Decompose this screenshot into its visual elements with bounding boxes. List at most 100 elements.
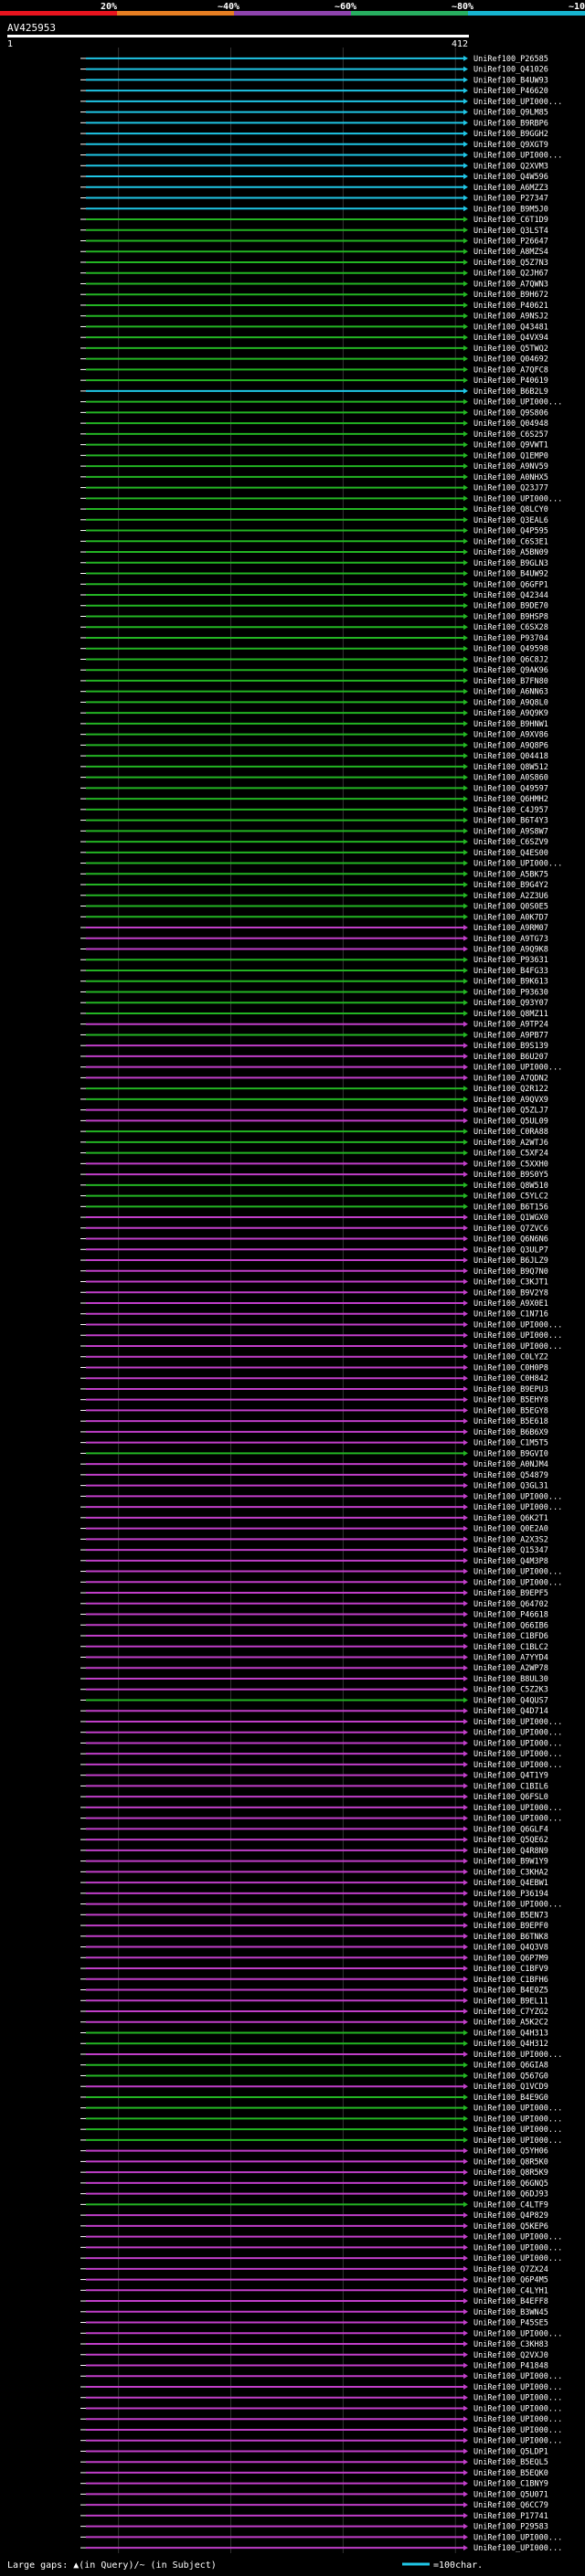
hit-row[interactable]: UniRef100_Q6N6N6 bbox=[80, 1235, 548, 1245]
hit-label[interactable]: UniRef100_Q6GIA8 bbox=[473, 2062, 548, 2071]
hit-label[interactable]: UniRef100_B5EN73 bbox=[473, 1911, 548, 1920]
hit-row[interactable]: UniRef100_UPI000... bbox=[80, 2254, 562, 2263]
hit-row[interactable]: UniRef100_UPI000... bbox=[80, 1815, 562, 1824]
hit-label[interactable]: UniRef100_Q3GL31 bbox=[473, 1482, 548, 1491]
hit-row[interactable]: UniRef100_Q4R8N9 bbox=[80, 1847, 548, 1856]
hit-row[interactable]: UniRef100_P29583 bbox=[80, 2523, 548, 2532]
hit-label[interactable]: UniRef100_A0S860 bbox=[473, 774, 548, 783]
hit-label[interactable]: UniRef100_Q4D714 bbox=[473, 1707, 548, 1716]
hit-label[interactable]: UniRef100_UPI000... bbox=[473, 1492, 562, 1501]
hit-label[interactable]: UniRef100_B5EGY8 bbox=[473, 1406, 548, 1415]
hit-row[interactable]: UniRef100_A9Q8P6 bbox=[80, 741, 548, 750]
hit-row[interactable]: UniRef100_Q567G0 bbox=[80, 2072, 548, 2081]
hit-label[interactable]: UniRef100_Q6CC79 bbox=[473, 2501, 548, 2510]
hit-row[interactable]: UniRef100_UPI000... bbox=[80, 2125, 562, 2135]
hit-label[interactable]: UniRef100_C4LYH1 bbox=[473, 2286, 548, 2295]
hit-row[interactable]: UniRef100_Q3LST4 bbox=[80, 227, 548, 236]
hit-row[interactable]: UniRef100_UPI000... bbox=[80, 1331, 562, 1341]
hit-label[interactable]: UniRef100_A0NHX5 bbox=[473, 473, 548, 482]
hit-row[interactable]: UniRef100_Q4ES00 bbox=[80, 849, 548, 858]
hit-row[interactable]: UniRef100_C1BFH6 bbox=[80, 1976, 548, 1985]
hit-row[interactable]: UniRef100_P26647 bbox=[80, 237, 548, 246]
hit-label[interactable]: UniRef100_P93704 bbox=[473, 634, 548, 643]
hit-row[interactable]: UniRef100_UPI000... bbox=[80, 2415, 562, 2424]
hit-row[interactable]: UniRef100_A9Q8L0 bbox=[80, 698, 548, 707]
hit-row[interactable]: UniRef100_A9X0E1 bbox=[80, 1299, 548, 1309]
hit-label[interactable]: UniRef100_A2X3S2 bbox=[473, 1535, 548, 1544]
hit-row[interactable]: UniRef100_C7YZG2 bbox=[80, 2008, 548, 2017]
hit-label[interactable]: UniRef100_Q6DJ93 bbox=[473, 2190, 548, 2200]
hit-label[interactable]: UniRef100_P26647 bbox=[473, 237, 548, 246]
hit-row[interactable]: UniRef100_Q5UL09 bbox=[80, 1117, 548, 1126]
hit-row[interactable]: UniRef100_Q1VCD9 bbox=[80, 2083, 548, 2092]
hit-row[interactable]: UniRef100_Q4H313 bbox=[80, 2029, 548, 2038]
hit-row[interactable]: UniRef100_A5K2C2 bbox=[80, 2019, 548, 2028]
hit-row[interactable]: UniRef100_Q93Y07 bbox=[80, 999, 548, 1008]
hit-label[interactable]: UniRef100_A9Q8P6 bbox=[473, 741, 548, 750]
hit-label[interactable]: UniRef100_B5E618 bbox=[473, 1417, 548, 1426]
hit-row[interactable]: UniRef100_A7QWN3 bbox=[80, 280, 548, 289]
hit-row[interactable]: UniRef100_A2WP78 bbox=[80, 1664, 548, 1673]
hit-row[interactable]: UniRef100_P40621 bbox=[80, 302, 548, 311]
hit-row[interactable]: UniRef100_UPI000... bbox=[80, 1804, 562, 1813]
hit-row[interactable]: UniRef100_Q43481 bbox=[80, 323, 548, 332]
hit-row[interactable]: UniRef100_UPI000... bbox=[80, 860, 562, 869]
hit-row[interactable]: UniRef100_UPI000... bbox=[80, 1342, 562, 1352]
hit-label[interactable]: UniRef100_Q5TWQ2 bbox=[473, 345, 548, 354]
hit-label[interactable]: UniRef100_C1BNY9 bbox=[473, 2480, 548, 2489]
hit-row[interactable]: UniRef100_UPI000... bbox=[80, 1739, 562, 1748]
hit-label[interactable]: UniRef100_UPI000... bbox=[473, 398, 562, 408]
hit-label[interactable]: UniRef100_Q8MZ11 bbox=[473, 1010, 548, 1019]
hit-label[interactable]: UniRef100_B9S0Y5 bbox=[473, 1171, 548, 1180]
hit-row[interactable]: UniRef100_Q5TWQ2 bbox=[80, 345, 548, 354]
hit-label[interactable]: UniRef100_Q567G0 bbox=[473, 2072, 548, 2081]
hit-label[interactable]: UniRef100_UPI000... bbox=[473, 1503, 562, 1512]
hit-label[interactable]: UniRef100_A9Q9K8 bbox=[473, 945, 548, 954]
hit-label[interactable]: UniRef100_C3KH83 bbox=[473, 2340, 548, 2349]
hit-label[interactable]: UniRef100_Q4H312 bbox=[473, 2040, 548, 2049]
hit-row[interactable]: UniRef100_A5BN09 bbox=[80, 548, 548, 557]
hit-label[interactable]: UniRef100_B6TNK8 bbox=[473, 1933, 548, 1942]
hit-label[interactable]: UniRef100_B4E9G0 bbox=[473, 2094, 548, 2103]
hit-label[interactable]: UniRef100_B5EQK0 bbox=[473, 2469, 548, 2478]
hit-row[interactable]: UniRef100_A9NV59 bbox=[80, 462, 548, 472]
hit-row[interactable]: UniRef100_Q6CC79 bbox=[80, 2501, 548, 2510]
hit-row[interactable]: UniRef100_UPI000... bbox=[80, 2329, 562, 2338]
hit-row[interactable]: UniRef100_Q49598 bbox=[80, 645, 548, 654]
hit-label[interactable]: UniRef100_Q66IB6 bbox=[473, 1621, 548, 1630]
hit-label[interactable]: UniRef100_UPI000... bbox=[473, 1342, 562, 1352]
hit-row[interactable]: UniRef100_A9S8W7 bbox=[80, 827, 548, 836]
hit-label[interactable]: UniRef100_C5Z2K3 bbox=[473, 1686, 548, 1695]
hit-label[interactable]: UniRef100_A5BN09 bbox=[473, 548, 548, 557]
hit-row[interactable]: UniRef100_UPI000... bbox=[80, 1064, 562, 1073]
hit-label[interactable]: UniRef100_Q4T1Y9 bbox=[473, 1772, 548, 1781]
hit-label[interactable]: UniRef100_B6B6X9 bbox=[473, 1428, 548, 1437]
hit-label[interactable]: UniRef100_Q15347 bbox=[473, 1546, 548, 1555]
hit-row[interactable]: UniRef100_A0K7D7 bbox=[80, 913, 548, 922]
hit-label[interactable]: UniRef100_A6NN63 bbox=[473, 688, 548, 697]
hit-label[interactable]: UniRef100_Q6GFP1 bbox=[473, 580, 548, 589]
hit-row[interactable]: UniRef100_B5EHY8 bbox=[80, 1396, 548, 1405]
hit-label[interactable]: UniRef100_UPI000... bbox=[473, 1331, 562, 1341]
hit-row[interactable]: UniRef100_Q6GLF4 bbox=[80, 1825, 548, 1834]
hit-label[interactable]: UniRef100_A9XV86 bbox=[473, 731, 548, 740]
hit-label[interactable]: UniRef100_Q8W510 bbox=[473, 1182, 548, 1191]
hit-label[interactable]: UniRef100_A5K2C2 bbox=[473, 2019, 548, 2028]
hit-label[interactable]: UniRef100_Q8W512 bbox=[473, 763, 548, 772]
hit-label[interactable]: UniRef100_Q1EMP0 bbox=[473, 451, 548, 461]
hit-row[interactable]: UniRef100_Q9AK96 bbox=[80, 666, 548, 675]
hit-label[interactable]: UniRef100_B4FG33 bbox=[473, 967, 548, 976]
hit-label[interactable]: UniRef100_UPI000... bbox=[473, 2125, 562, 2135]
hit-row[interactable]: UniRef100_B6B6X9 bbox=[80, 1428, 548, 1437]
hit-row[interactable]: UniRef100_B9Q7N0 bbox=[80, 1267, 548, 1277]
hit-row[interactable]: UniRef100_C3KJT1 bbox=[80, 1278, 548, 1288]
hit-row[interactable]: UniRef100_A0NHX5 bbox=[80, 473, 548, 482]
hit-label[interactable]: UniRef100_UPI000... bbox=[473, 2544, 562, 2553]
hit-row[interactable]: UniRef100_C1BFV9 bbox=[80, 1965, 548, 1974]
hit-label[interactable]: UniRef100_P27347 bbox=[473, 195, 548, 204]
hit-label[interactable]: UniRef100_Q4P595 bbox=[473, 527, 548, 536]
hit-row[interactable]: UniRef100_B9GVI0 bbox=[80, 1449, 548, 1458]
hit-row[interactable]: UniRef100_Q4D714 bbox=[80, 1707, 548, 1716]
hit-label[interactable]: UniRef100_Q4VX94 bbox=[473, 334, 548, 343]
hit-label[interactable]: UniRef100_Q6P7M9 bbox=[473, 1954, 548, 1963]
